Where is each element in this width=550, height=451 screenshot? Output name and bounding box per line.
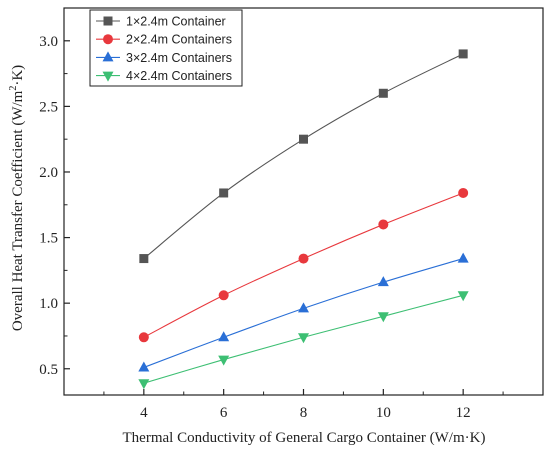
series-4 (138, 291, 469, 390)
series-3 (138, 252, 469, 372)
y-axis-label: Overall Heat Transfer Coefficient (W/m2·… (8, 65, 26, 331)
y-tick-label-3: 2.0 (39, 165, 58, 181)
series-3-point-2 (298, 302, 309, 313)
legend-marker-4 (102, 71, 114, 82)
series-4-point-1 (218, 355, 230, 366)
y-tick-label-2: 1.5 (39, 231, 58, 247)
series-4-point-4 (457, 291, 469, 302)
series-4-point-3 (377, 312, 389, 323)
x-axis-label: Thermal Conductivity of General Cargo Co… (123, 430, 486, 446)
series-3-point-0 (138, 361, 150, 372)
x-tick-label-0: 4 (140, 405, 148, 421)
series-1-point-4 (458, 49, 468, 59)
series-4-point-0 (138, 379, 150, 390)
series-4-point-2 (298, 333, 309, 344)
y-tick-label-5: 3.0 (39, 34, 58, 50)
series-2-point-3 (378, 219, 389, 230)
legend-item-3: 3×2.4m Containers (96, 51, 232, 65)
y-axis-label-main: Overall Heat Transfer Coefficient (W/m (10, 90, 26, 331)
series-2-point-1 (218, 290, 229, 301)
legend-marker-3 (102, 51, 114, 62)
x-tick-label-1: 6 (220, 405, 228, 421)
series-1-point-1 (219, 188, 229, 198)
legend-marker-2 (103, 34, 113, 45)
series-2-point-4 (458, 187, 469, 198)
series-1-point-2 (299, 134, 308, 144)
series-1-point-0 (139, 254, 149, 264)
legend-box (89, 9, 243, 87)
y-axis: 0.5 1.0 1.5 2.0 2.5 3.0 (39, 34, 70, 378)
legend-marker-1 (103, 16, 113, 26)
y-axis-label-end: ·K) (10, 65, 26, 86)
legend-item-4: 4×2.4m Containers (96, 69, 232, 83)
y-tick-label-4: 2.5 (39, 99, 58, 115)
series-1 (139, 49, 468, 264)
series-3-line (143, 258, 464, 368)
series-2 (138, 187, 469, 343)
series-3-point-4 (457, 252, 469, 263)
series-2-point-2 (298, 253, 309, 264)
x-tick-label-4: 12 (456, 405, 471, 421)
series-3-point-1 (218, 331, 230, 342)
series-1-point-3 (378, 88, 388, 98)
legend-label-2: 2×2.4m Containers (126, 33, 232, 47)
legend-label-3: 3×2.4m Containers (126, 51, 232, 65)
legend: 1×2.4m Container 2×2.4m Containers 3×2.4m … (89, 9, 243, 87)
legend-item-2: 2×2.4m Containers (96, 33, 232, 47)
x-tick-label-3: 10 (376, 405, 391, 421)
y-tick-label-1: 1.0 (39, 296, 58, 312)
series-2-point-0 (138, 332, 149, 343)
series-3-point-3 (377, 276, 389, 287)
y-tick-label-0: 0.5 (39, 362, 58, 378)
legend-label-1: 1×2.4m Container (126, 15, 226, 29)
y-axis-label-sup: 2 (8, 86, 19, 91)
legend-label-4: 4×2.4m Containers (126, 69, 232, 83)
x-axis: 4 6 8 10 12 (103, 389, 504, 421)
x-tick-label-2: 8 (300, 405, 308, 421)
legend-item-1: 1×2.4m Container (96, 15, 226, 29)
series-layer (138, 49, 469, 390)
series-2-line (143, 192, 464, 338)
